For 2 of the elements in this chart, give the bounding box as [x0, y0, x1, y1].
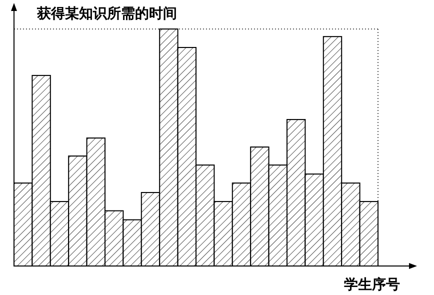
y-axis-title: 获得某知识所需的时间: [36, 6, 177, 22]
x-axis-title: 学生序号: [344, 276, 400, 293]
